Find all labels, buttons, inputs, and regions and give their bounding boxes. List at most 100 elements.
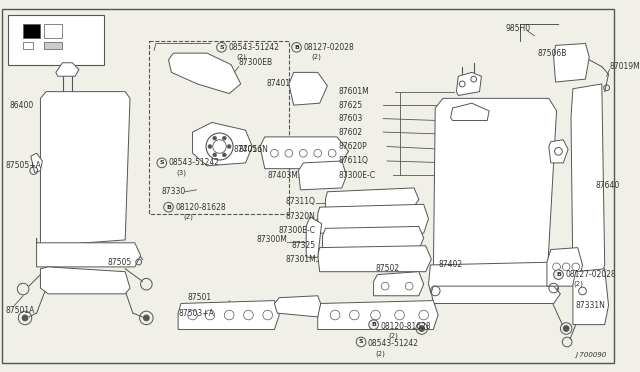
Text: 985H0: 985H0: [506, 23, 531, 33]
Bar: [8, 15, 104, 65]
Circle shape: [157, 158, 166, 168]
Circle shape: [356, 337, 366, 347]
Bar: [23, 24, 40, 38]
Text: B: B: [294, 45, 299, 50]
Text: 87401: 87401: [267, 80, 291, 89]
Circle shape: [419, 326, 424, 331]
Circle shape: [227, 145, 231, 148]
Text: 87320N: 87320N: [286, 212, 316, 221]
Text: (2): (2): [311, 54, 321, 60]
Circle shape: [223, 153, 227, 157]
Polygon shape: [275, 296, 321, 317]
Text: 87506B: 87506B: [538, 49, 566, 58]
Polygon shape: [326, 188, 419, 211]
Text: (2): (2): [236, 54, 246, 60]
Polygon shape: [554, 44, 589, 82]
Text: 87505+A: 87505+A: [6, 161, 42, 170]
Text: 87603: 87603: [339, 114, 363, 123]
Text: 87601M: 87601M: [339, 87, 370, 96]
Text: 87501: 87501: [188, 293, 212, 302]
Circle shape: [212, 153, 217, 157]
Text: S: S: [159, 160, 164, 166]
Polygon shape: [428, 262, 563, 291]
Circle shape: [164, 202, 173, 212]
Text: 87300M: 87300M: [256, 235, 287, 244]
Polygon shape: [36, 238, 141, 267]
Polygon shape: [317, 301, 438, 330]
Text: 87330: 87330: [162, 187, 186, 196]
Polygon shape: [374, 272, 424, 296]
Text: S: S: [219, 45, 224, 50]
Polygon shape: [31, 153, 42, 173]
Bar: [23, 42, 33, 49]
Text: 08543-51242: 08543-51242: [228, 43, 279, 52]
Text: 87301M: 87301M: [285, 255, 316, 264]
Polygon shape: [456, 73, 481, 96]
Polygon shape: [451, 103, 489, 121]
Polygon shape: [289, 73, 328, 105]
Text: 87403M: 87403M: [268, 171, 298, 180]
Polygon shape: [433, 98, 557, 288]
Polygon shape: [193, 122, 252, 166]
Text: (2): (2): [388, 333, 398, 340]
Polygon shape: [549, 140, 568, 163]
Polygon shape: [298, 161, 347, 190]
Circle shape: [563, 326, 569, 331]
Polygon shape: [40, 267, 130, 294]
Text: B: B: [556, 272, 561, 277]
Circle shape: [554, 270, 563, 279]
Text: 87300E-C: 87300E-C: [279, 226, 316, 235]
Text: 08127-02028: 08127-02028: [303, 43, 354, 52]
Circle shape: [212, 136, 217, 140]
Text: (2): (2): [573, 281, 583, 288]
Text: S: S: [359, 340, 364, 344]
Circle shape: [217, 42, 227, 52]
Text: 08543-51242: 08543-51242: [168, 158, 220, 167]
Text: B: B: [166, 205, 171, 210]
Text: 87502: 87502: [376, 264, 399, 273]
Text: 87300E-C: 87300E-C: [339, 171, 376, 180]
Circle shape: [369, 320, 378, 330]
Text: 08543-51242: 08543-51242: [368, 339, 419, 349]
Bar: [44, 42, 61, 49]
Polygon shape: [56, 63, 79, 76]
Polygon shape: [323, 227, 424, 250]
Text: 86400: 86400: [10, 100, 34, 110]
Text: 87501A: 87501A: [6, 306, 35, 315]
Text: 08120-81628: 08120-81628: [175, 203, 226, 212]
Text: 87640: 87640: [595, 180, 620, 190]
Text: 87300EB: 87300EB: [239, 58, 273, 67]
Polygon shape: [260, 137, 349, 169]
Text: 87311Q: 87311Q: [286, 197, 316, 206]
Polygon shape: [573, 269, 609, 325]
Text: 87611Q: 87611Q: [339, 157, 369, 166]
Circle shape: [292, 42, 301, 52]
Text: 87405: 87405: [234, 145, 258, 154]
Circle shape: [208, 145, 212, 148]
Polygon shape: [306, 217, 322, 257]
Text: 87016N: 87016N: [239, 145, 269, 154]
Text: B: B: [371, 322, 376, 327]
Circle shape: [223, 136, 227, 140]
Circle shape: [143, 315, 149, 321]
Bar: [149, 41, 289, 214]
Text: J 700090: J 700090: [575, 352, 607, 359]
Polygon shape: [317, 246, 431, 272]
Text: 87625: 87625: [339, 100, 363, 110]
Text: (3): (3): [176, 169, 186, 176]
Text: 87503+A: 87503+A: [178, 309, 214, 318]
Text: (2): (2): [183, 214, 193, 220]
Text: 87505: 87505: [108, 257, 132, 267]
Bar: [44, 24, 61, 38]
Text: 08127-02028: 08127-02028: [565, 270, 616, 279]
Polygon shape: [547, 248, 582, 286]
Polygon shape: [431, 286, 561, 304]
Text: 87331N: 87331N: [576, 301, 605, 310]
Text: 87325: 87325: [292, 241, 316, 250]
Polygon shape: [168, 53, 241, 94]
Polygon shape: [178, 301, 279, 330]
Circle shape: [22, 315, 28, 321]
Text: 87602: 87602: [339, 128, 363, 137]
Polygon shape: [571, 84, 605, 276]
Polygon shape: [317, 204, 428, 233]
